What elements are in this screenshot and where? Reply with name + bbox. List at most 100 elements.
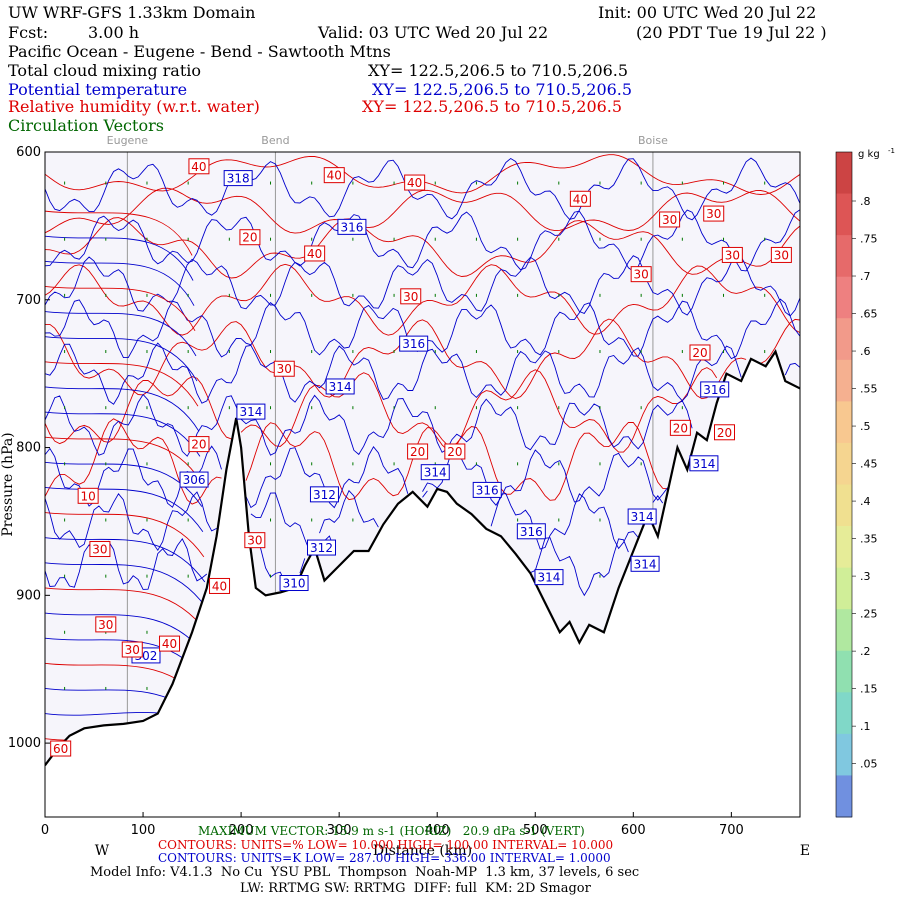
east-label: E <box>800 843 810 859</box>
rh-label: 30 <box>634 268 649 282</box>
rh-label-box <box>714 424 735 441</box>
theta-label: 314 <box>424 466 447 480</box>
theta-label-box <box>399 335 429 352</box>
theta-label: 316 <box>703 383 726 397</box>
theta-label: 316 <box>340 220 363 234</box>
theta-contour <box>45 209 800 272</box>
x-tick-label: 600 <box>621 823 646 838</box>
model-title: UW WRF-GFS 1.33km Domain <box>8 3 256 22</box>
rh-label: 30 <box>706 207 721 221</box>
rh-label: 30 <box>247 534 262 548</box>
theta-label: 316 <box>476 483 499 497</box>
west-label: W <box>95 843 110 859</box>
rh-label: 30 <box>774 248 789 262</box>
theta-label-box <box>309 486 339 503</box>
rh-label-box <box>400 288 422 305</box>
slope-contour <box>45 386 200 432</box>
valid-time: Valid: 03 UTC Wed 20 Jul 22 <box>318 23 549 42</box>
rh-label-box <box>630 266 652 283</box>
rh-label: 20 <box>447 445 462 459</box>
model-info: Model Info: V4.1.3 No Cu YSU PBL Thompso… <box>90 865 640 880</box>
colorbar-swatch <box>836 235 852 278</box>
rh-label: 40 <box>191 160 206 174</box>
theta-label: 316 <box>402 337 425 351</box>
location-label: Bend <box>261 134 289 147</box>
rh-label-box <box>209 577 231 594</box>
slope-contour <box>45 286 196 332</box>
slope-contour <box>45 587 208 633</box>
theta-label-box <box>337 218 367 235</box>
rh-label: 40 <box>162 637 177 651</box>
colorbar-swatch <box>836 692 852 735</box>
field3-name: Relative humidity (w.r.t. water) <box>8 97 260 116</box>
theta-label: 314 <box>634 557 657 571</box>
rh-label-box <box>669 419 691 436</box>
rh-label: 30 <box>125 643 140 657</box>
rh-label: 40 <box>307 247 322 261</box>
rh-label: 30 <box>92 543 107 557</box>
fcst-label: Fcst: <box>8 23 49 42</box>
rh-label-box <box>121 641 143 658</box>
rh-label-box <box>703 205 725 222</box>
colorbar-swatch <box>836 152 852 195</box>
theta-label-box <box>516 523 546 540</box>
slope-contour <box>45 210 193 256</box>
colorbar-label: .75 <box>860 233 878 246</box>
rh-label: 20 <box>692 346 707 360</box>
rh-label: 30 <box>277 362 292 376</box>
theta-label: 310 <box>283 577 306 591</box>
colorbar-label: .8 <box>860 195 871 208</box>
rh-label-box <box>188 158 210 175</box>
colorbar-swatch <box>836 650 852 693</box>
colorbar-label: .4 <box>860 495 871 508</box>
rh-label: 60 <box>53 742 68 756</box>
theta-label-box <box>420 464 450 481</box>
slope-contour <box>45 461 203 507</box>
rh-label-box <box>95 616 117 633</box>
rh-label-box <box>244 532 266 549</box>
rh-label-box <box>323 167 345 184</box>
x-tick-label: 200 <box>229 823 254 838</box>
colorbar-label: .6 <box>860 345 871 358</box>
rh-label-box <box>770 246 792 263</box>
rh-contour <box>45 318 800 400</box>
theta-label: 314 <box>239 405 262 419</box>
theta-contour <box>45 342 800 405</box>
rh-label: 20 <box>717 426 732 440</box>
plot-frame <box>44 151 801 818</box>
y-axis-label: Pressure (hPa) <box>0 432 16 536</box>
theta-contour <box>45 254 800 317</box>
max-vector: MAXIMUM VECTOR: 15.9 m s-1 (HORIZ) 20.9 … <box>198 824 585 838</box>
theta-label-box <box>325 378 355 395</box>
rh-label-box <box>159 635 181 652</box>
rh-label: 20 <box>191 438 206 452</box>
colorbar-swatch <box>836 609 852 652</box>
y-tick-label: 700 <box>16 293 41 308</box>
theta-label-box <box>223 170 253 187</box>
slope-contour <box>45 411 201 457</box>
rh-label: 30 <box>662 213 677 227</box>
slope-contour <box>45 487 204 533</box>
slope-contour <box>45 260 195 306</box>
model-info-2: LW: RRTMG SW: RRTMG DIFF: full KM: 2D Sm… <box>240 881 591 896</box>
cross-section-title: Pacific Ocean - Eugene - Bend - Sawtooth… <box>8 42 391 61</box>
y-tick-label: 900 <box>16 588 41 603</box>
colorbar-label: .2 <box>860 645 871 658</box>
rh-label-box <box>304 245 326 262</box>
rh-label-box <box>659 211 681 228</box>
theta-label: 314 <box>538 571 561 585</box>
theta-label-box <box>179 471 209 488</box>
colorbar-label: .45 <box>860 458 878 471</box>
colorbar-swatch <box>836 567 852 610</box>
contours-rh: CONTOURS: UNITS=% LOW= 10.000 HIGH= 100.… <box>158 838 614 852</box>
theta-label: 312 <box>313 488 336 502</box>
slope-contour <box>45 436 202 482</box>
theta-label: 312 <box>310 541 333 555</box>
rh-label: 40 <box>573 192 588 206</box>
rh-label-box <box>407 443 429 460</box>
colorbar-label: .3 <box>860 570 871 583</box>
rh-label: 30 <box>725 248 740 262</box>
slope-contour <box>45 311 197 357</box>
field4-name: Circulation Vectors <box>8 116 164 135</box>
